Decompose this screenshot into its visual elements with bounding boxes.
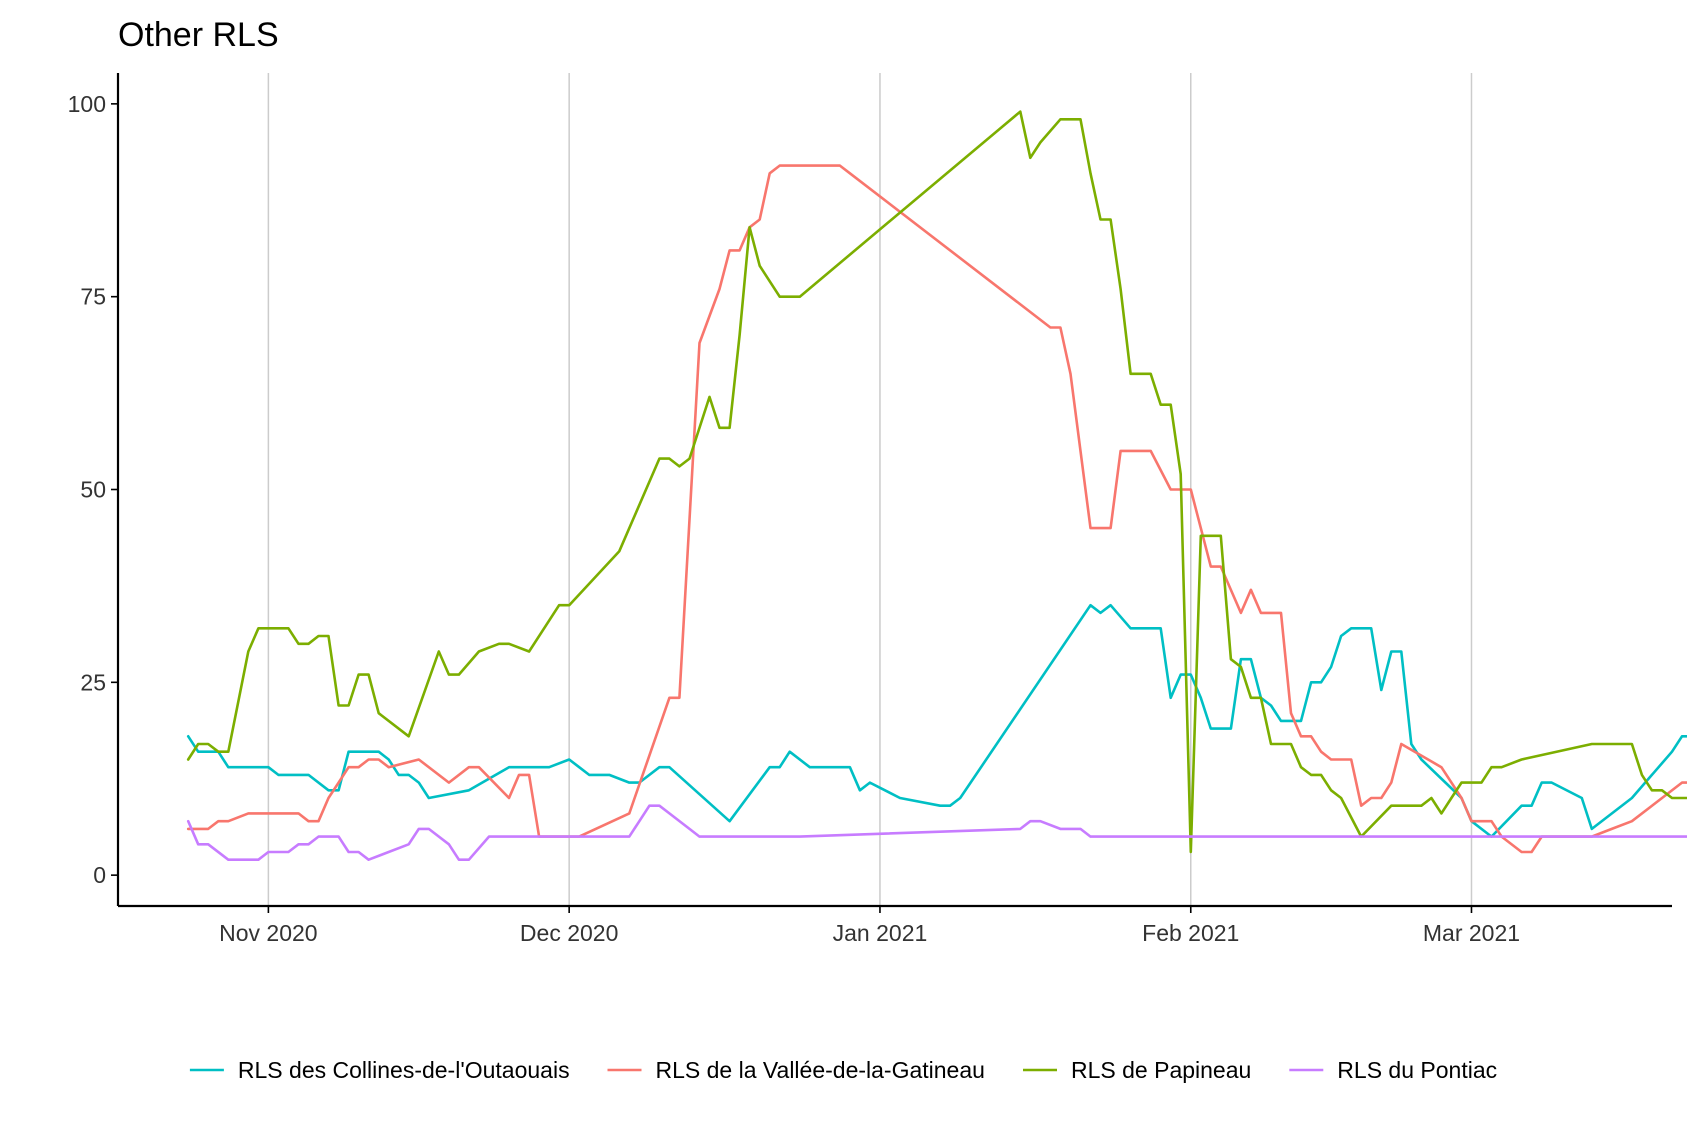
series-line-rls-du-pontiac (186, 804, 1687, 861)
y-tick-label: 0 (93, 862, 106, 888)
x-tick-label: Jan 2021 (833, 920, 928, 946)
series-layer (186, 110, 1687, 861)
y-tick-label: 50 (80, 477, 106, 503)
legend-item-rls-de-la-vallee-de-la-gatineau: RLS de la Vallée-de-la-Gatineau (607, 1057, 985, 1083)
series-line-rls-des-collines-de-l-outaouais (186, 603, 1687, 838)
legend-label: RLS des Collines-de-l'Outaouais (238, 1057, 570, 1083)
series-line-rls-de-la-vallee-de-la-gatineau (186, 164, 1687, 854)
x-tick-label: Mar 2021 (1423, 920, 1520, 946)
y-tick-label: 75 (80, 284, 106, 310)
legend-label: RLS du Pontiac (1337, 1057, 1497, 1083)
series-line-rls-de-papineau (186, 110, 1687, 854)
x-tick-label: Feb 2021 (1142, 920, 1239, 946)
legend-label: RLS de la Vallée-de-la-Gatineau (656, 1057, 985, 1083)
axis-layer: 0 25 50 75 100 Nov 2020 Dec 2020 Jan 2021 Feb 20… (68, 73, 1672, 946)
y-tick-label: 100 (68, 91, 106, 117)
legend-item-rls-de-papineau: RLS de Papineau (1023, 1057, 1251, 1083)
legend: RLS des Collines-de-l'Outaouais RLS de la… (189, 1057, 1497, 1083)
legend-item-rls-des-collines-de-l-outaouais: RLS des Collines-de-l'Outaouais (189, 1057, 570, 1083)
legend-label: RLS de Papineau (1071, 1057, 1251, 1083)
x-tick-label: Nov 2020 (219, 920, 317, 946)
legend-item-rls-du-pontiac: RLS du Pontiac (1289, 1057, 1497, 1083)
y-tick-label: 25 (80, 669, 106, 695)
x-tick-label: Dec 2020 (520, 920, 618, 946)
chart-title: Other RLS (118, 16, 279, 54)
